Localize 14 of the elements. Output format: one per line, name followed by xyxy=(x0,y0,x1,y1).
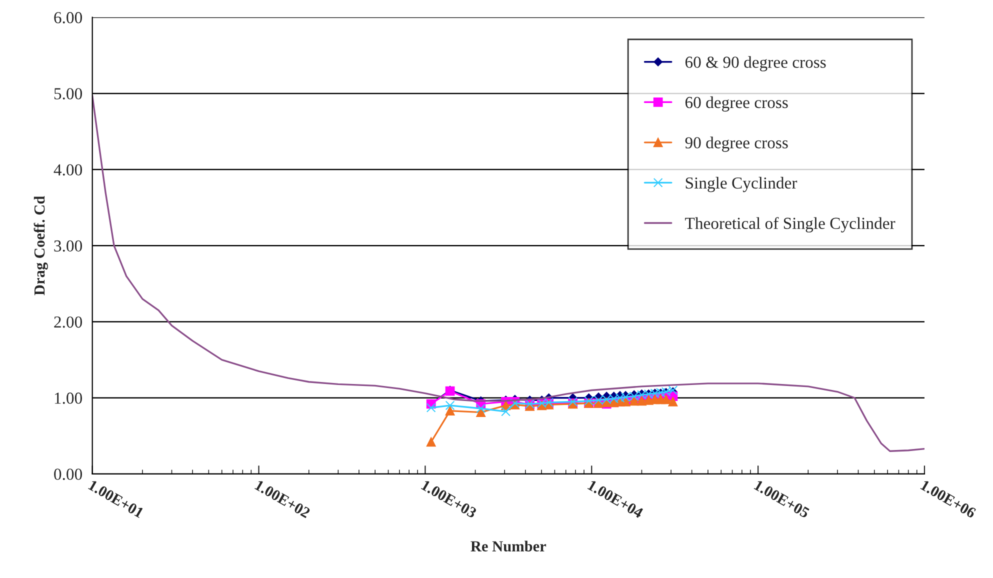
y-tick-label: 5.00 xyxy=(54,88,82,100)
y-tick-label: 2.00 xyxy=(54,316,82,328)
x-axis-title: Re Number xyxy=(470,540,546,552)
y-tick-label: 0.00 xyxy=(54,468,82,480)
legend-label: Single Cyclinder xyxy=(686,176,798,192)
y-tick-label: 4.00 xyxy=(54,164,82,176)
y-tick-label: 1.00 xyxy=(54,392,82,404)
legend-label: 60 & 90 degree cross xyxy=(685,56,826,72)
y-tick-label: 6.00 xyxy=(54,12,82,24)
y-tick-label: 3.00 xyxy=(54,240,82,252)
y-axis-title: Drag Coeff. Cd xyxy=(34,196,48,296)
legend-label: Theoretical of Single Cyclinder xyxy=(685,217,896,232)
legend-label: 60 degree cross xyxy=(685,96,788,112)
legend-label: 90 degree cross xyxy=(685,136,788,152)
